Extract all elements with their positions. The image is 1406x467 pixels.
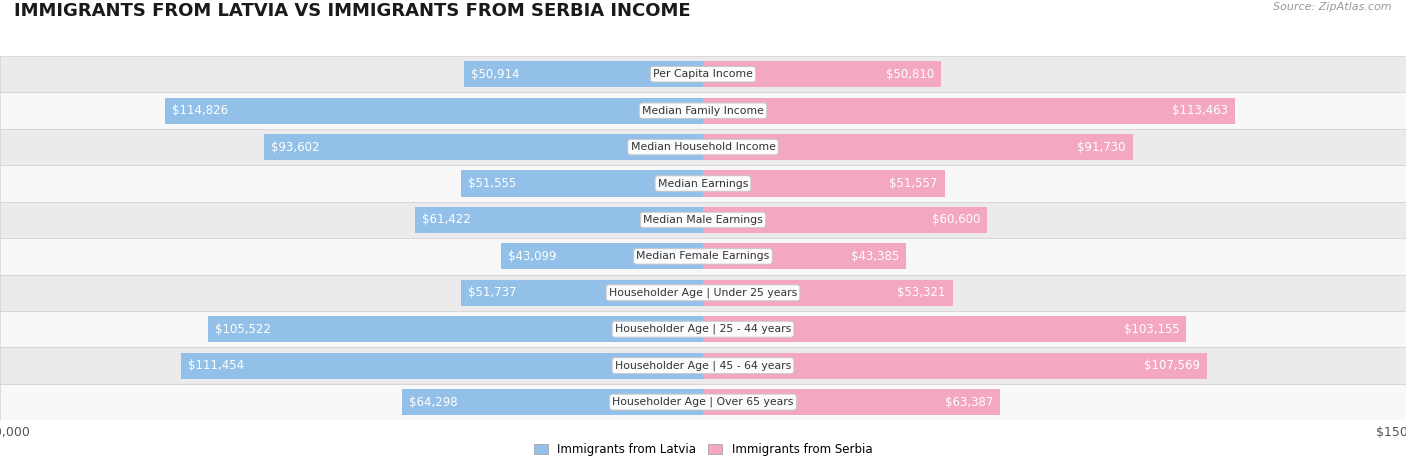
Bar (0, 347, 1406, 384)
Bar (703, 207, 987, 233)
Text: Householder Age | Under 25 years: Householder Age | Under 25 years (609, 288, 797, 298)
Text: $91,730: $91,730 (1077, 141, 1126, 154)
Text: $43,099: $43,099 (508, 250, 557, 263)
Bar (501, 243, 703, 269)
Bar (402, 389, 703, 415)
Text: IMMIGRANTS FROM LATVIA VS IMMIGRANTS FROM SERBIA INCOME: IMMIGRANTS FROM LATVIA VS IMMIGRANTS FRO… (14, 2, 690, 21)
Text: Source: ZipAtlas.com: Source: ZipAtlas.com (1274, 2, 1392, 12)
Text: $43,385: $43,385 (851, 250, 900, 263)
Bar (0, 275, 1406, 311)
Bar (703, 316, 1187, 342)
Bar (415, 207, 703, 233)
Bar (264, 134, 703, 160)
Text: $61,422: $61,422 (422, 213, 471, 226)
Text: $113,463: $113,463 (1171, 104, 1227, 117)
Text: $64,298: $64,298 (409, 396, 457, 409)
Text: $50,810: $50,810 (886, 68, 934, 81)
Text: Householder Age | 25 - 44 years: Householder Age | 25 - 44 years (614, 324, 792, 334)
Bar (0, 165, 1406, 202)
Bar (703, 98, 1234, 124)
Text: $51,555: $51,555 (468, 177, 516, 190)
Text: $53,321: $53,321 (897, 286, 946, 299)
Text: Per Capita Income: Per Capita Income (652, 69, 754, 79)
Text: $60,600: $60,600 (932, 213, 980, 226)
Text: Median Household Income: Median Household Income (630, 142, 776, 152)
Text: $111,454: $111,454 (187, 359, 243, 372)
Bar (464, 61, 703, 87)
Bar (703, 280, 953, 306)
Bar (461, 170, 703, 197)
Text: Median Family Income: Median Family Income (643, 106, 763, 116)
Bar (0, 129, 1406, 165)
Text: $63,387: $63,387 (945, 396, 993, 409)
Bar (0, 92, 1406, 129)
Bar (703, 389, 1000, 415)
Text: $50,914: $50,914 (471, 68, 520, 81)
Text: Median Earnings: Median Earnings (658, 178, 748, 189)
Bar (0, 202, 1406, 238)
Bar (0, 384, 1406, 420)
Legend: Immigrants from Latvia, Immigrants from Serbia: Immigrants from Latvia, Immigrants from … (529, 439, 877, 461)
Bar (0, 56, 1406, 92)
Bar (461, 280, 703, 306)
Bar (703, 170, 945, 197)
Text: Median Female Earnings: Median Female Earnings (637, 251, 769, 262)
Text: Householder Age | Over 65 years: Householder Age | Over 65 years (612, 397, 794, 407)
Text: $107,569: $107,569 (1144, 359, 1201, 372)
Bar (180, 353, 703, 379)
Text: $93,602: $93,602 (271, 141, 319, 154)
Bar (208, 316, 703, 342)
Text: $105,522: $105,522 (215, 323, 271, 336)
Bar (0, 311, 1406, 347)
Bar (703, 61, 941, 87)
Text: $51,557: $51,557 (889, 177, 938, 190)
Bar (703, 353, 1208, 379)
Text: $103,155: $103,155 (1123, 323, 1180, 336)
Bar (703, 243, 907, 269)
Text: $114,826: $114,826 (172, 104, 228, 117)
Text: Median Male Earnings: Median Male Earnings (643, 215, 763, 225)
Bar (165, 98, 703, 124)
Text: Householder Age | 45 - 64 years: Householder Age | 45 - 64 years (614, 361, 792, 371)
Bar (703, 134, 1133, 160)
Text: $51,737: $51,737 (468, 286, 516, 299)
Bar (0, 238, 1406, 275)
